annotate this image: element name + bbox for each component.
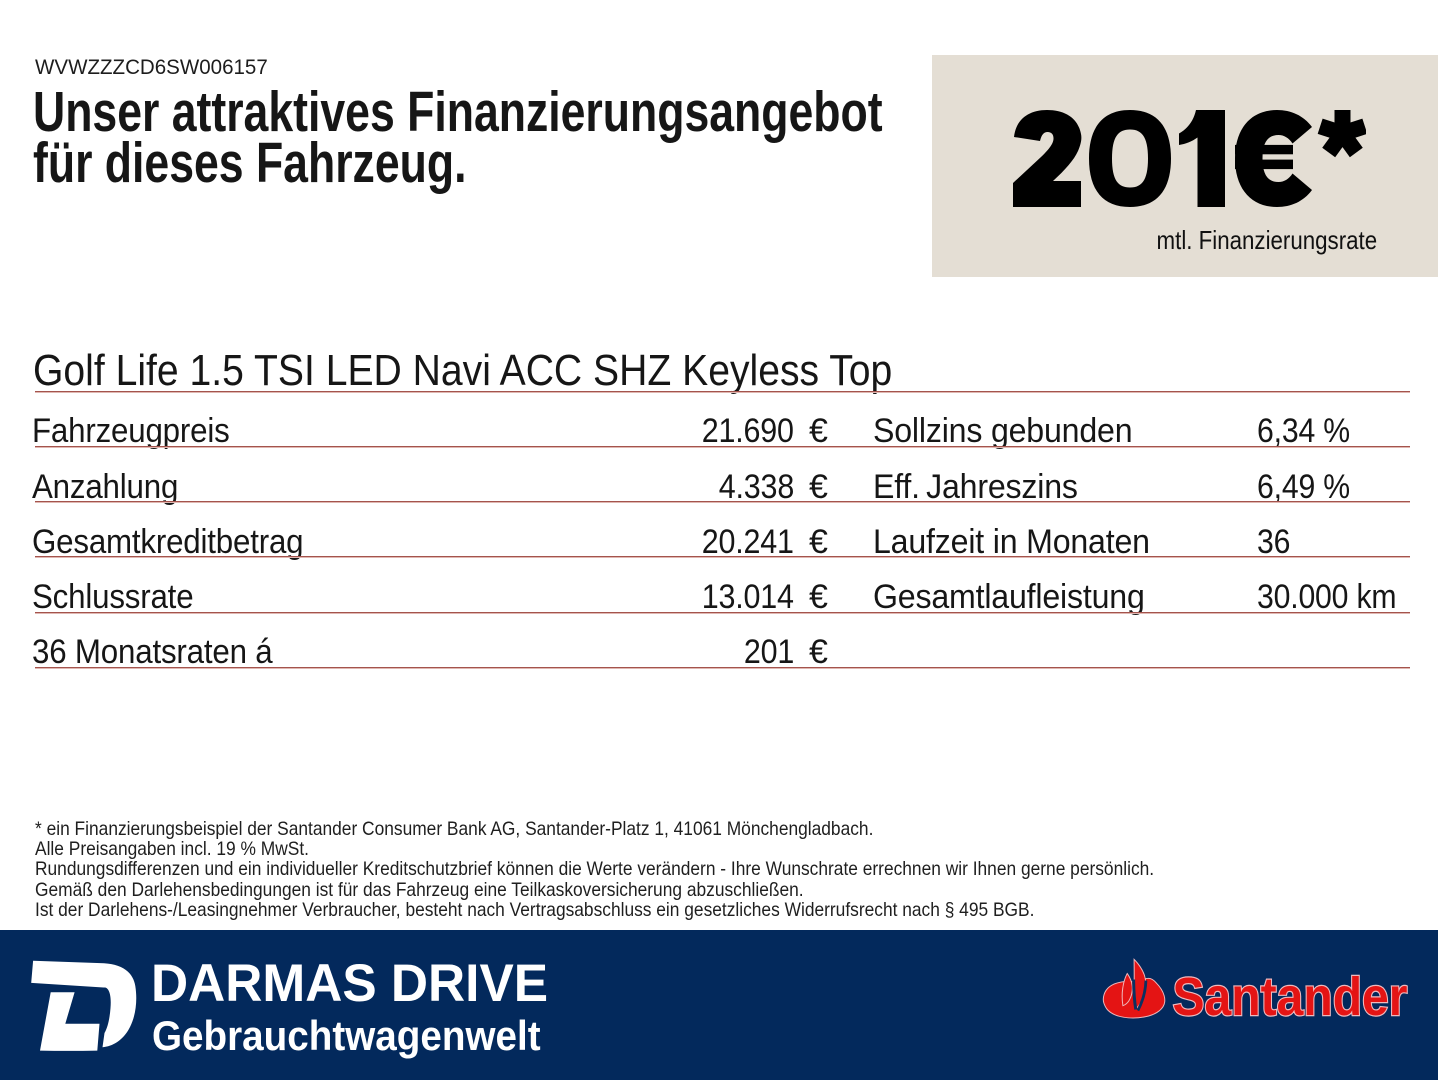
svg-text:Santander: Santander xyxy=(1173,966,1408,1026)
